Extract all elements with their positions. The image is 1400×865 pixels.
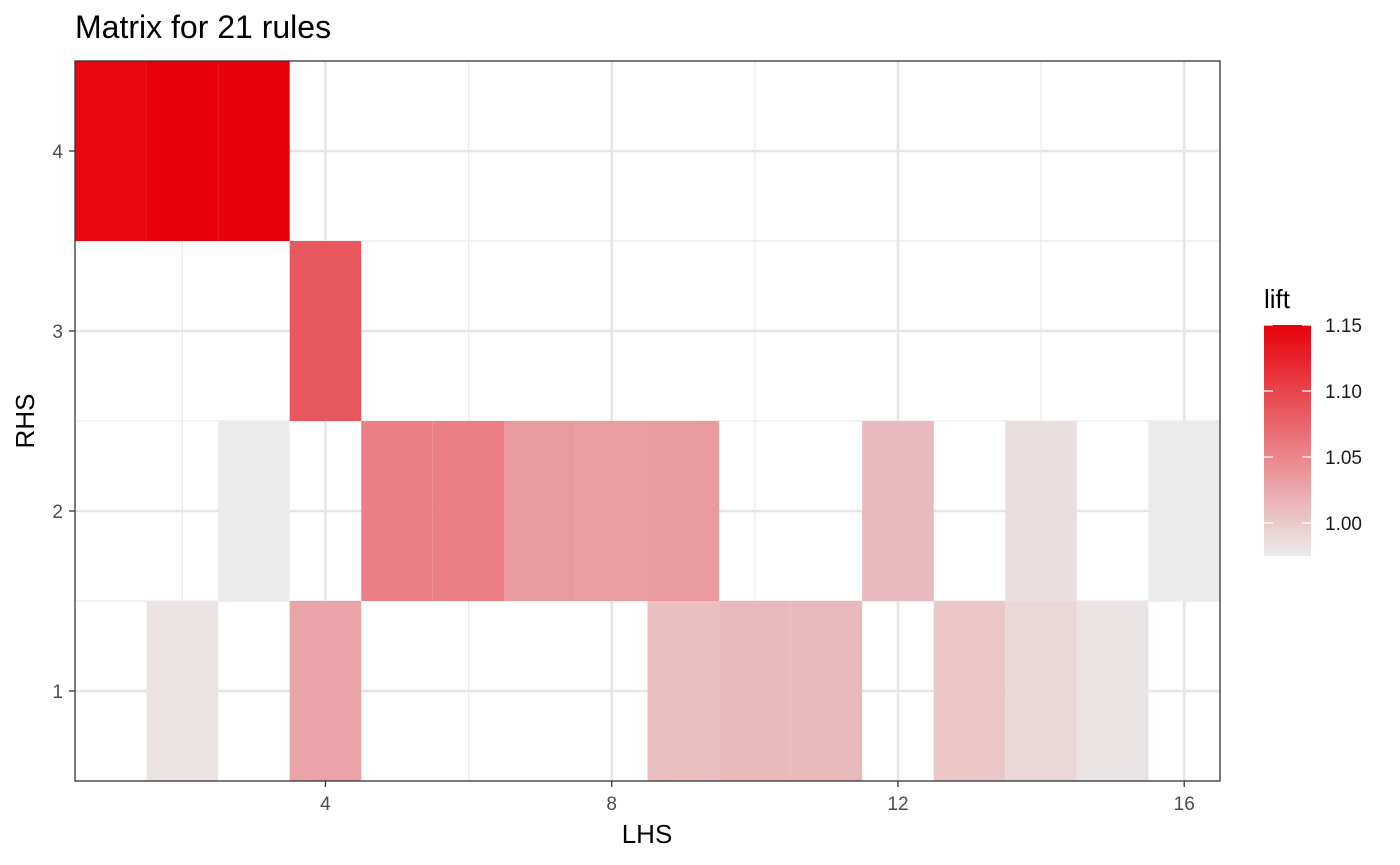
heatmap-cell bbox=[1148, 421, 1220, 601]
legend-tick-label: 1.15 bbox=[1325, 316, 1362, 337]
heatmap-cell bbox=[862, 421, 934, 601]
heatmap-cell bbox=[75, 61, 147, 241]
heatmap-cell bbox=[146, 61, 219, 241]
y-axis-title: RHS bbox=[10, 394, 40, 449]
heatmap-cell bbox=[647, 421, 720, 601]
x-tick-label: 16 bbox=[1174, 794, 1195, 815]
heatmap-cell bbox=[1076, 601, 1149, 781]
heatmap-cell bbox=[790, 601, 863, 781]
heatmap-cell bbox=[1005, 601, 1077, 781]
heatmap-cell bbox=[504, 421, 576, 601]
heatmap-cell bbox=[575, 421, 648, 601]
heatmap-cell bbox=[719, 601, 791, 781]
heatmap-cell bbox=[218, 421, 290, 601]
x-axis-title: LHS bbox=[622, 819, 673, 849]
legend-tick-label: 1.05 bbox=[1325, 448, 1362, 469]
heatmap-cell bbox=[146, 601, 219, 781]
y-tick-label: 1 bbox=[52, 682, 63, 703]
legend-tick-label: 1.00 bbox=[1325, 514, 1362, 535]
y-tick-label: 4 bbox=[52, 142, 63, 163]
y-tick-label: 3 bbox=[52, 322, 63, 343]
y-tick-label: 2 bbox=[52, 502, 63, 523]
heatmap-cell bbox=[218, 61, 290, 241]
heatmap-cell bbox=[933, 601, 1006, 781]
heatmap-cells bbox=[75, 61, 1220, 781]
legend-colorbar bbox=[1264, 325, 1311, 556]
legend-title: lift bbox=[1264, 284, 1291, 314]
x-tick-label: 12 bbox=[887, 794, 908, 815]
heatmap-cell bbox=[1005, 421, 1077, 601]
legend-tick-label: 1.10 bbox=[1325, 382, 1362, 403]
plot-border bbox=[74, 60, 1221, 782]
heatmap-cell bbox=[289, 601, 362, 781]
legend: lift 1.00 1.05 1.10 1.15 bbox=[1264, 284, 1362, 556]
heatmap-cell bbox=[289, 241, 362, 421]
heatmap-cell bbox=[432, 421, 505, 601]
heatmap-cell bbox=[361, 421, 433, 601]
heatmap-cell bbox=[647, 601, 720, 781]
x-tick-label: 4 bbox=[320, 794, 331, 815]
chart-title: Matrix for 21 rules bbox=[75, 9, 331, 45]
x-tick-label: 8 bbox=[606, 794, 617, 815]
